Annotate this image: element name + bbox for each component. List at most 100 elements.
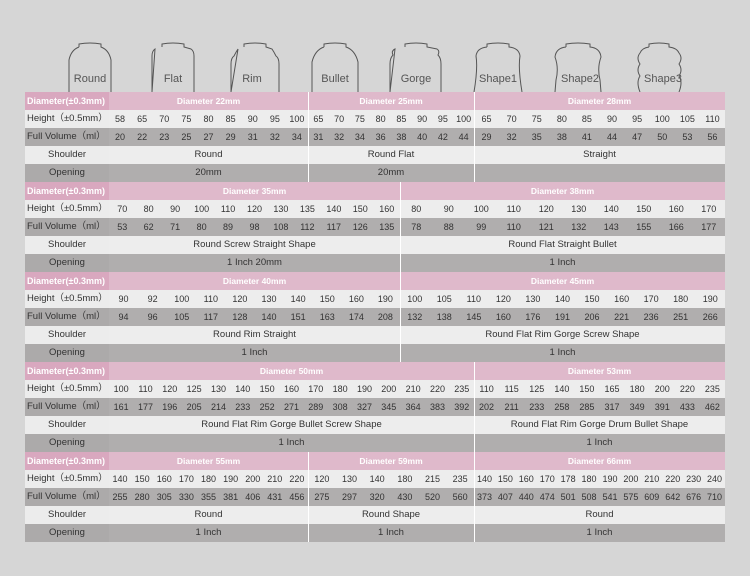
volume-value: 32 <box>506 132 517 142</box>
volume-value: 117 <box>326 222 342 232</box>
cell-background <box>109 182 400 200</box>
volume-row: Full Volume（ml） 255 280 305 330 355 381 406 431 4… <box>25 488 725 506</box>
height-value: 75 <box>531 114 542 124</box>
cell-background <box>308 164 474 182</box>
height-value: 190 <box>602 474 618 484</box>
height-value: 160 <box>283 384 299 394</box>
height-value: 75 <box>354 114 365 124</box>
volume-value: 355 <box>200 492 216 502</box>
opening-row: Opening 20mm 20mm <box>25 164 725 182</box>
cell-background <box>474 506 725 524</box>
diameter-title: Diameter 28mm <box>567 96 632 106</box>
height-value: 135 <box>299 204 315 214</box>
volume-value: 196 <box>162 402 178 412</box>
volume-value: 236 <box>643 312 659 322</box>
group-separator <box>474 506 475 524</box>
volume-value: 462 <box>704 402 720 412</box>
group-separator <box>308 146 309 164</box>
diameter-title: Diameter 59mm <box>359 456 423 466</box>
volume-value: 126 <box>352 222 368 232</box>
volume-value: 710 <box>707 492 723 502</box>
height-value: 65 <box>481 114 492 124</box>
height-value: 90 <box>247 114 258 124</box>
cell-background <box>109 308 400 326</box>
height-value: 210 <box>267 474 283 484</box>
diameter-row: Diameter(±0.3mm) Diameter 55mm Diameter 59… <box>25 452 725 470</box>
volume-value: 80 <box>196 222 207 232</box>
volume-value: 22 <box>137 132 148 142</box>
shoulder-value: Round <box>194 149 223 160</box>
volume-value: 211 <box>504 402 519 412</box>
height-value: 165 <box>604 384 620 394</box>
height-value: 80 <box>143 204 154 214</box>
height-value: 200 <box>654 384 670 394</box>
group-separator <box>474 92 475 110</box>
group-separator <box>308 470 309 488</box>
cell-background <box>109 434 474 452</box>
height-value: 190 <box>702 294 718 304</box>
volume-value: 456 <box>289 492 305 502</box>
volume-value: 160 <box>495 312 511 322</box>
opening-label: Opening <box>25 254 109 272</box>
volume-value: 642 <box>665 492 681 502</box>
volume-value: 433 <box>679 402 695 412</box>
height-label: Height（±0.5mm） <box>25 380 109 398</box>
volume-value: 177 <box>137 402 153 412</box>
volume-label: Full Volume（ml） <box>25 488 109 506</box>
bottle-outlines <box>68 42 682 92</box>
volume-value: 34 <box>291 132 302 142</box>
volume-value: 32 <box>269 132 280 142</box>
opening-value: 1 Inch <box>586 437 613 448</box>
shoulder-value: Round Shape <box>361 509 421 520</box>
volume-value: 132 <box>571 222 587 232</box>
volume-value: 163 <box>319 312 335 322</box>
height-value: 160 <box>614 294 630 304</box>
volume-value: 214 <box>210 402 226 412</box>
volume-value: 138 <box>436 312 452 322</box>
height-value: 120 <box>538 204 554 214</box>
volume-value: 117 <box>203 312 219 322</box>
gorge-bottle-icon <box>389 42 442 92</box>
volume-value: 23 <box>159 132 170 142</box>
height-value: 210 <box>644 474 660 484</box>
volume-value: 112 <box>300 222 315 232</box>
shoulder-value: Round Flat Straight Bullet <box>508 239 617 250</box>
opening-value: 1 Inch <box>586 527 613 538</box>
diameter-row: Diameter(±0.3mm) Diameter 40mm Diameter 45… <box>25 272 725 290</box>
group-separator <box>400 308 401 326</box>
shape2-bottle-icon <box>554 42 602 92</box>
height-value: 150 <box>497 474 513 484</box>
height-value: 100 <box>113 384 129 394</box>
height-value: 90 <box>443 204 454 214</box>
height-value: 125 <box>186 384 202 394</box>
height-value: 110 <box>705 114 720 124</box>
shape-label-shape1: Shape1 <box>479 73 517 85</box>
volume-value: 140 <box>261 312 277 322</box>
volume-value: 41 <box>581 132 592 142</box>
diameter-label: Diameter(±0.3mm) <box>25 92 109 110</box>
volume-value: 392 <box>454 402 470 412</box>
height-value: 190 <box>377 294 393 304</box>
shoulder-value: Round Screw Straight Shape <box>193 239 316 250</box>
cell-background <box>474 452 725 470</box>
height-value: 190 <box>356 384 372 394</box>
cell-background <box>400 254 725 272</box>
volume-value: 121 <box>538 222 554 232</box>
height-value: 65 <box>137 114 148 124</box>
group-separator <box>308 110 309 128</box>
cell-background <box>109 524 308 542</box>
volume-value: 305 <box>156 492 172 502</box>
height-value: 180 <box>332 384 348 394</box>
volume-value: 135 <box>379 222 395 232</box>
height-row: Height（±0.5mm） 70 80 90 100 110 120 130 135 140 15… <box>25 200 725 218</box>
group-separator <box>308 128 309 146</box>
volume-value: 308 <box>332 402 348 412</box>
volume-value: 50 <box>657 132 668 142</box>
group-separator <box>474 452 475 470</box>
height-value: 110 <box>203 294 219 304</box>
height-value: 150 <box>134 474 150 484</box>
height-value: 70 <box>334 114 345 124</box>
volume-value: 20 <box>115 132 126 142</box>
volume-value: 381 <box>223 492 239 502</box>
shape-label-gorge: Gorge <box>400 73 432 85</box>
